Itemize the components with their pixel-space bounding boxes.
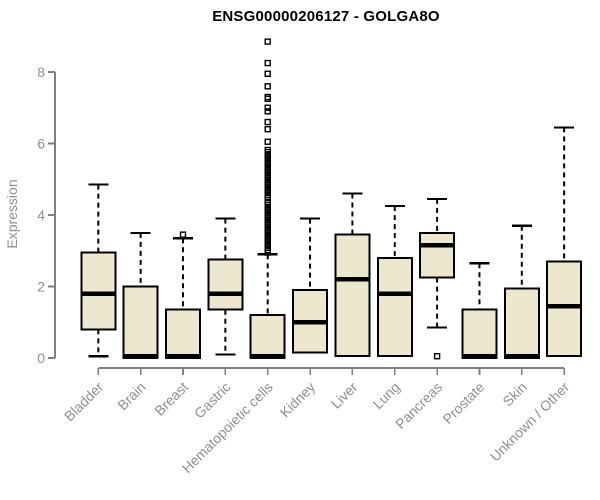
x-tick-label: Pancreas (392, 379, 445, 432)
y-tick-label: 6 (37, 136, 45, 152)
box-breast (165, 308, 201, 359)
outlier-point (264, 83, 271, 90)
box-lung (376, 256, 413, 358)
x-tick-label: Liver (328, 379, 361, 412)
outlier-point (264, 70, 271, 77)
x-tick-label: Breast (151, 379, 191, 419)
y-tick-label: 2 (37, 279, 45, 295)
x-tick-label: Unknown / Other (487, 379, 573, 465)
outlier-point (264, 118, 271, 126)
outlier-point (179, 231, 187, 238)
chart-title: ENSG00000206127 - GOLGA8O (212, 8, 440, 25)
outlier-point (264, 125, 271, 133)
y-tick-label: 0 (37, 350, 45, 366)
box-brain (122, 285, 159, 359)
box-gastric (207, 258, 244, 311)
box-skin (503, 287, 540, 360)
x-tick-label: Skin (499, 379, 530, 410)
outlier-point (433, 353, 441, 360)
outlier-point (264, 104, 271, 111)
box-bladder (80, 251, 117, 331)
x-tick-label: Kidney (277, 379, 319, 421)
y-tick-label: 8 (37, 64, 45, 80)
box-pancreas (419, 231, 456, 279)
outlier-point (264, 38, 271, 45)
outlier-point (264, 146, 271, 154)
box-liver (334, 233, 371, 358)
outlier-point (264, 138, 271, 145)
outlier-point (264, 59, 271, 67)
x-tick-label: Lung (370, 379, 403, 412)
outlier-point (264, 95, 271, 103)
x-tick-label: Bladder (61, 379, 107, 425)
outlier-point (264, 93, 271, 101)
outlier-point (264, 108, 271, 115)
y-tick-label: 4 (37, 207, 45, 223)
box-hematopoietic-cells (249, 314, 286, 360)
box-unknown-other (546, 260, 583, 358)
x-tick-label: Prostate (439, 379, 487, 427)
box-prostate (461, 308, 498, 359)
x-tick-label: Brain (114, 379, 148, 413)
